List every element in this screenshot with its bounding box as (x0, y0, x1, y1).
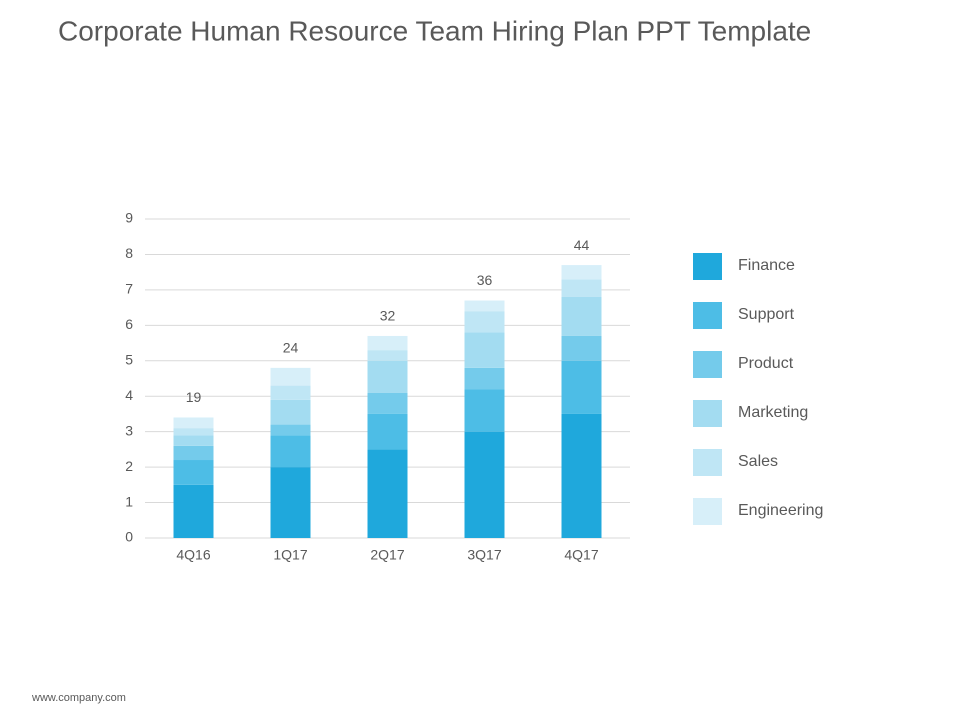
bar-segment (367, 350, 408, 361)
bar-segment (270, 399, 311, 425)
legend-label: Engineering (738, 502, 823, 519)
bar-segment (561, 335, 602, 361)
legend-swatch (693, 351, 722, 378)
bar-segment (173, 484, 214, 538)
x-tick-label: 1Q17 (273, 547, 307, 563)
bar-segment (464, 300, 505, 312)
bar-segment (173, 417, 214, 429)
bar-segment (173, 435, 214, 446)
bar-segment (270, 424, 311, 436)
bar-segment (270, 385, 311, 400)
bar-segment (270, 367, 311, 386)
bar-segment (464, 389, 505, 432)
footer: www.company.com (31, 692, 126, 704)
bar-segment (367, 335, 408, 351)
legend-swatch (693, 253, 722, 280)
legend-swatch (693, 449, 722, 476)
y-tick-label: 4 (125, 387, 133, 403)
y-tick-label: 5 (125, 351, 133, 367)
y-tick-label: 8 (125, 245, 133, 261)
bar-segment (464, 431, 505, 538)
bar-segment (367, 392, 408, 414)
total-label: 19 (186, 389, 202, 405)
y-tick-label: 3 (125, 422, 133, 438)
y-tick-label: 7 (125, 281, 133, 297)
bar-segment (270, 467, 311, 538)
x-tick-label: 3Q17 (467, 547, 501, 563)
bar-segment (367, 449, 408, 538)
y-tick-label: 6 (125, 316, 133, 332)
total-label: 32 (380, 308, 396, 324)
legend-label: Support (738, 306, 795, 323)
y-tick-label: 1 (125, 493, 133, 509)
bar-segment (464, 311, 505, 333)
x-tick-label: 4Q17 (564, 547, 598, 563)
y-tick-label: 0 (125, 529, 133, 545)
total-label: 44 (574, 237, 590, 253)
legend-label: Finance (738, 257, 795, 274)
bar-segment (561, 279, 602, 297)
bar-segment (561, 413, 602, 538)
y-tick-label: 9 (125, 210, 133, 226)
y-tick-label: 2 (125, 458, 133, 474)
chart-title: Corporate Human Resource Team Hiring Pla… (58, 15, 811, 46)
legend-label: Marketing (738, 404, 808, 421)
bar-segment (464, 332, 505, 368)
bar-segment (561, 296, 602, 336)
legend-swatch (693, 302, 722, 329)
legend-label: Sales (738, 453, 778, 470)
bar-segment (561, 265, 602, 280)
legend-label: Product (738, 355, 794, 372)
bar-segment (270, 435, 311, 468)
legend-swatch (693, 400, 722, 427)
bar-segment (367, 360, 408, 393)
bar-segment (464, 367, 505, 390)
bar-segment (173, 445, 214, 461)
bar-segment (173, 428, 214, 436)
bar-segment (561, 360, 602, 414)
legend-swatch (693, 498, 722, 525)
total-label: 36 (477, 272, 493, 288)
x-tick-label: 4Q16 (176, 547, 210, 563)
x-tick-label: 2Q17 (370, 547, 404, 563)
bar-segment (367, 413, 408, 450)
bar-segment (173, 460, 214, 485)
total-label: 24 (283, 340, 299, 356)
